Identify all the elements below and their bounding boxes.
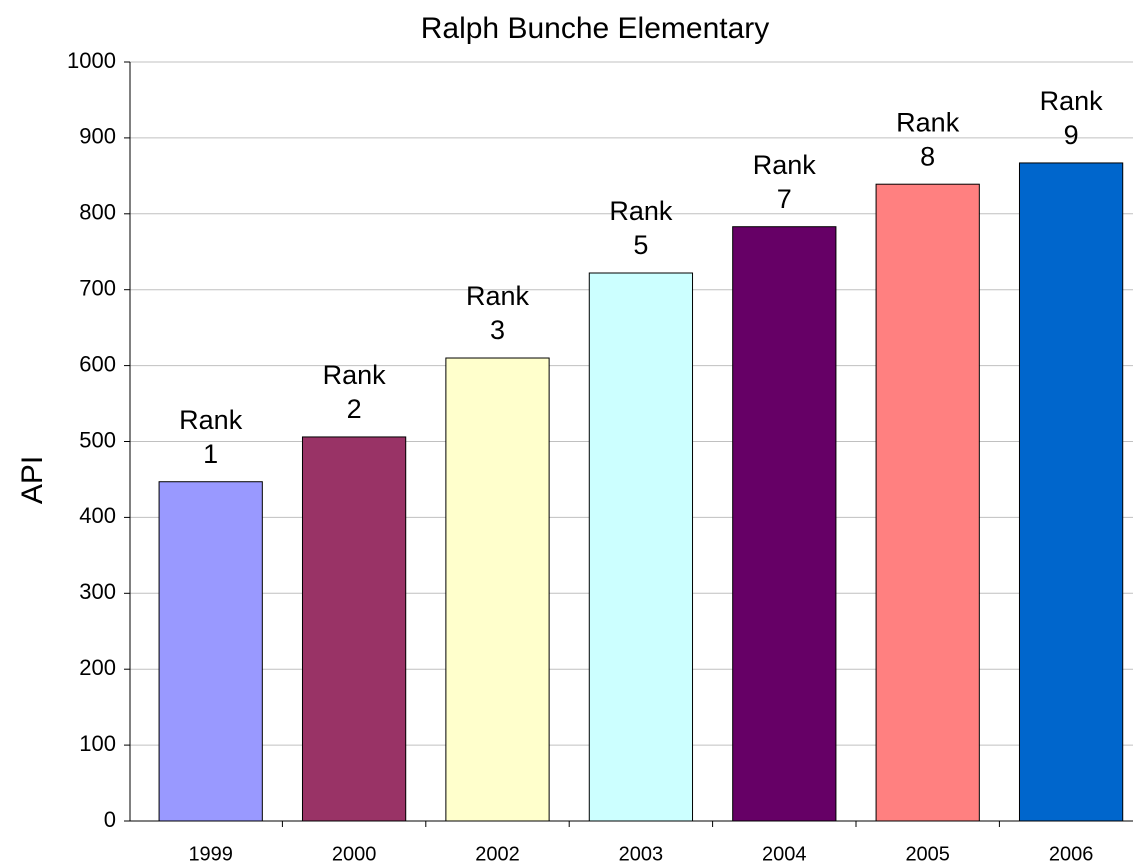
x-tick-label: 2006 [1049, 843, 1094, 865]
bar-label: 1 [203, 439, 218, 469]
y-axis-label: API [16, 456, 49, 504]
x-tick-label: 1999 [188, 843, 233, 865]
bar [588, 272, 694, 822]
bar-label: Rank [609, 196, 673, 226]
bar-label: Rank [896, 107, 960, 137]
bar-label: 5 [633, 230, 648, 260]
y-tick-label: 400 [79, 503, 116, 528]
x-tick-label: 2004 [762, 843, 807, 865]
y-tick-label: 200 [79, 655, 116, 680]
bar-label: 7 [777, 184, 792, 214]
bar-label: Rank [753, 150, 817, 180]
bar-label: 9 [1064, 120, 1079, 150]
y-tick-label: 1000 [67, 48, 116, 73]
bar [732, 226, 837, 822]
bar-label: 2 [347, 394, 362, 424]
bar-label: 3 [490, 315, 505, 345]
y-tick-label: 700 [79, 276, 116, 301]
y-tick-label: 900 [79, 124, 116, 149]
bar-label: Rank [179, 405, 243, 435]
y-tick-label: 800 [79, 200, 116, 225]
bar-label: Rank [323, 360, 387, 390]
y-tick-label: 500 [79, 427, 116, 452]
x-tick-label: 2005 [905, 843, 950, 865]
chart-title: Ralph Bunche Elementary [421, 12, 770, 45]
bar [445, 357, 550, 822]
bar [1018, 162, 1124, 822]
bar [158, 481, 263, 822]
y-tick-label: 300 [79, 579, 116, 604]
bar [875, 183, 980, 822]
bar-label: Rank [466, 281, 530, 311]
x-tick-label: 2000 [332, 843, 377, 865]
bar-label: Rank [1040, 86, 1104, 116]
bar-label: 8 [920, 141, 935, 171]
y-tick-label: 100 [79, 731, 116, 756]
y-tick-label: 0 [104, 807, 116, 832]
x-tick-label: 2002 [475, 843, 520, 865]
bar [301, 436, 407, 822]
x-tick-label: 2003 [619, 843, 664, 865]
y-tick-label: 600 [79, 351, 116, 376]
